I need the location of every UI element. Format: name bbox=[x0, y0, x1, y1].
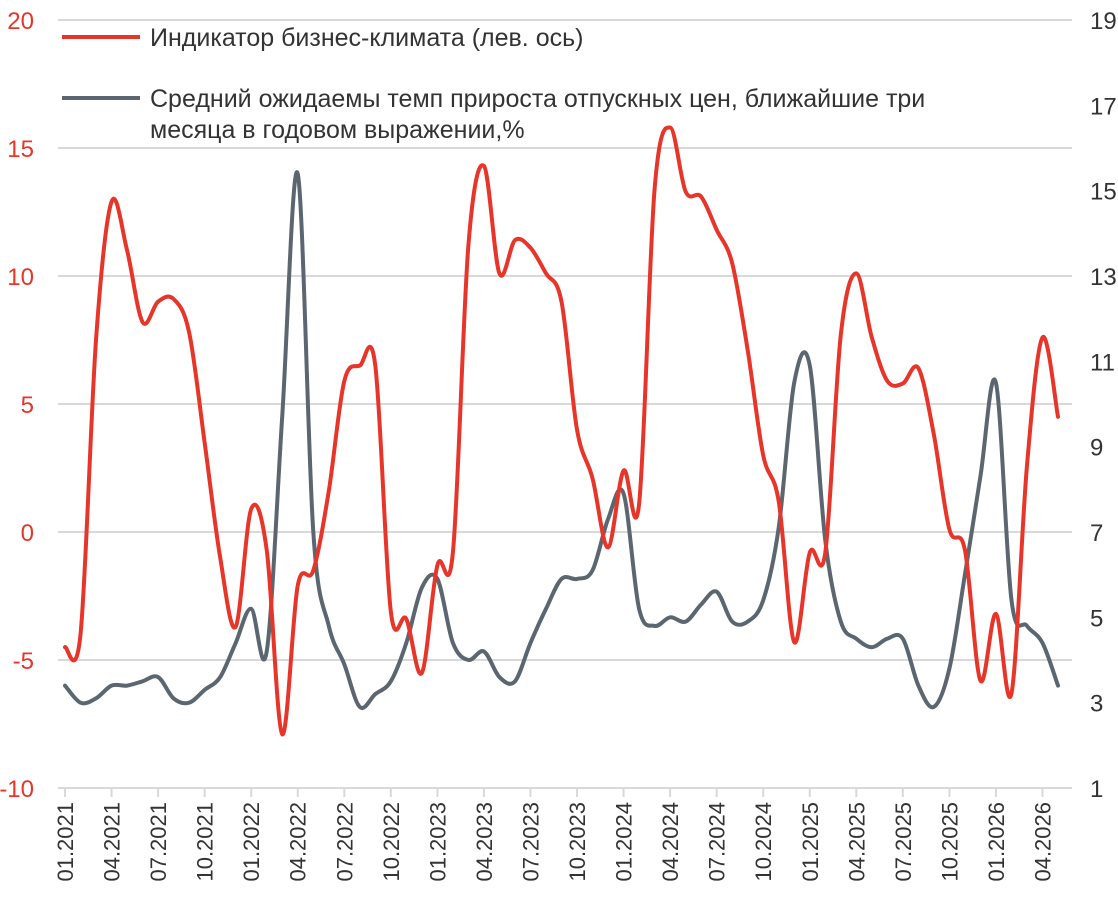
x-tick-label: 07.2023 bbox=[518, 802, 543, 882]
y-right-tick-label: 17 bbox=[1090, 93, 1117, 120]
x-tick-label: 04.2025 bbox=[844, 802, 869, 882]
y-right-tick-label: 1 bbox=[1090, 776, 1103, 803]
x-tick-label: 01.2023 bbox=[425, 802, 450, 882]
y-left-tick-label: -10 bbox=[0, 776, 34, 803]
series-line-business-climate bbox=[63, 125, 1060, 737]
right-axis: 19 17 15 13 11 9 7 5 3 1 bbox=[1090, 8, 1117, 803]
x-tick-label: 10.2024 bbox=[751, 802, 776, 882]
y-left-tick-label: 5 bbox=[21, 392, 34, 419]
x-tick-label: 01.2024 bbox=[612, 802, 637, 882]
y-right-tick-label: 15 bbox=[1090, 179, 1117, 206]
series-lines bbox=[63, 125, 1060, 737]
x-tick-label: 01.2025 bbox=[798, 802, 823, 882]
left-axis: 20 15 10 5 0 -5 -10 bbox=[0, 8, 34, 803]
y-right-tick-label: 19 bbox=[1090, 8, 1117, 35]
x-tick-label: 01.2022 bbox=[239, 802, 264, 882]
x-tick-label: 01.2026 bbox=[984, 802, 1009, 882]
y-right-tick-label: 9 bbox=[1090, 435, 1103, 462]
y-left-tick-label: 10 bbox=[7, 264, 34, 291]
x-tick-label: 10.2025 bbox=[937, 802, 962, 882]
x-axis: 01.2021 04.2021 07.2021 10.2021 01.2022 04.20… bbox=[53, 788, 1055, 882]
y-right-tick-label: 11 bbox=[1090, 349, 1115, 376]
x-tick-label: 07.2022 bbox=[332, 802, 357, 882]
y-right-tick-label: 13 bbox=[1090, 264, 1117, 291]
x-tick-label: 10.2022 bbox=[379, 802, 404, 882]
x-tick-label: 10.2021 bbox=[193, 802, 218, 882]
x-tick-label: 07.2024 bbox=[705, 802, 730, 882]
x-tick-label: 04.2023 bbox=[472, 802, 497, 882]
x-tick-label: 01.2021 bbox=[53, 802, 78, 882]
x-tick-label: 10.2023 bbox=[565, 802, 590, 882]
x-tick-label: 04.2021 bbox=[100, 802, 125, 882]
x-tick-label: 04.2026 bbox=[1030, 802, 1055, 882]
y-right-tick-label: 7 bbox=[1090, 520, 1103, 547]
y-left-tick-label: -5 bbox=[13, 648, 34, 675]
x-tick-label: 04.2022 bbox=[286, 802, 311, 882]
x-tick-label: 04.2024 bbox=[658, 802, 683, 882]
legend: Индикатор бизнес-климата (лев. ось) Сред… bbox=[62, 24, 932, 144]
y-left-tick-label: 15 bbox=[7, 136, 34, 163]
y-left-tick-label: 0 bbox=[21, 520, 34, 547]
y-right-tick-label: 5 bbox=[1090, 605, 1103, 632]
legend-label-price-expectations: Средний ожидаемы темп прироста отпускных… bbox=[150, 85, 932, 144]
legend-label-business-climate: Индикатор бизнес-климата (лев. ось) bbox=[150, 24, 583, 52]
series-line-price-expectations bbox=[63, 170, 1060, 710]
legend-label-price-expectations-line1: Средний ожидаемы темп прироста отпускных… bbox=[150, 85, 925, 113]
legend-label-price-expectations-line2: месяца в годовом выражении,% bbox=[150, 116, 525, 144]
y-right-tick-label: 3 bbox=[1090, 691, 1103, 718]
x-tick-label: 07.2021 bbox=[146, 802, 171, 882]
x-tick-label: 07.2025 bbox=[891, 802, 916, 882]
y-left-tick-label: 20 bbox=[7, 8, 34, 35]
